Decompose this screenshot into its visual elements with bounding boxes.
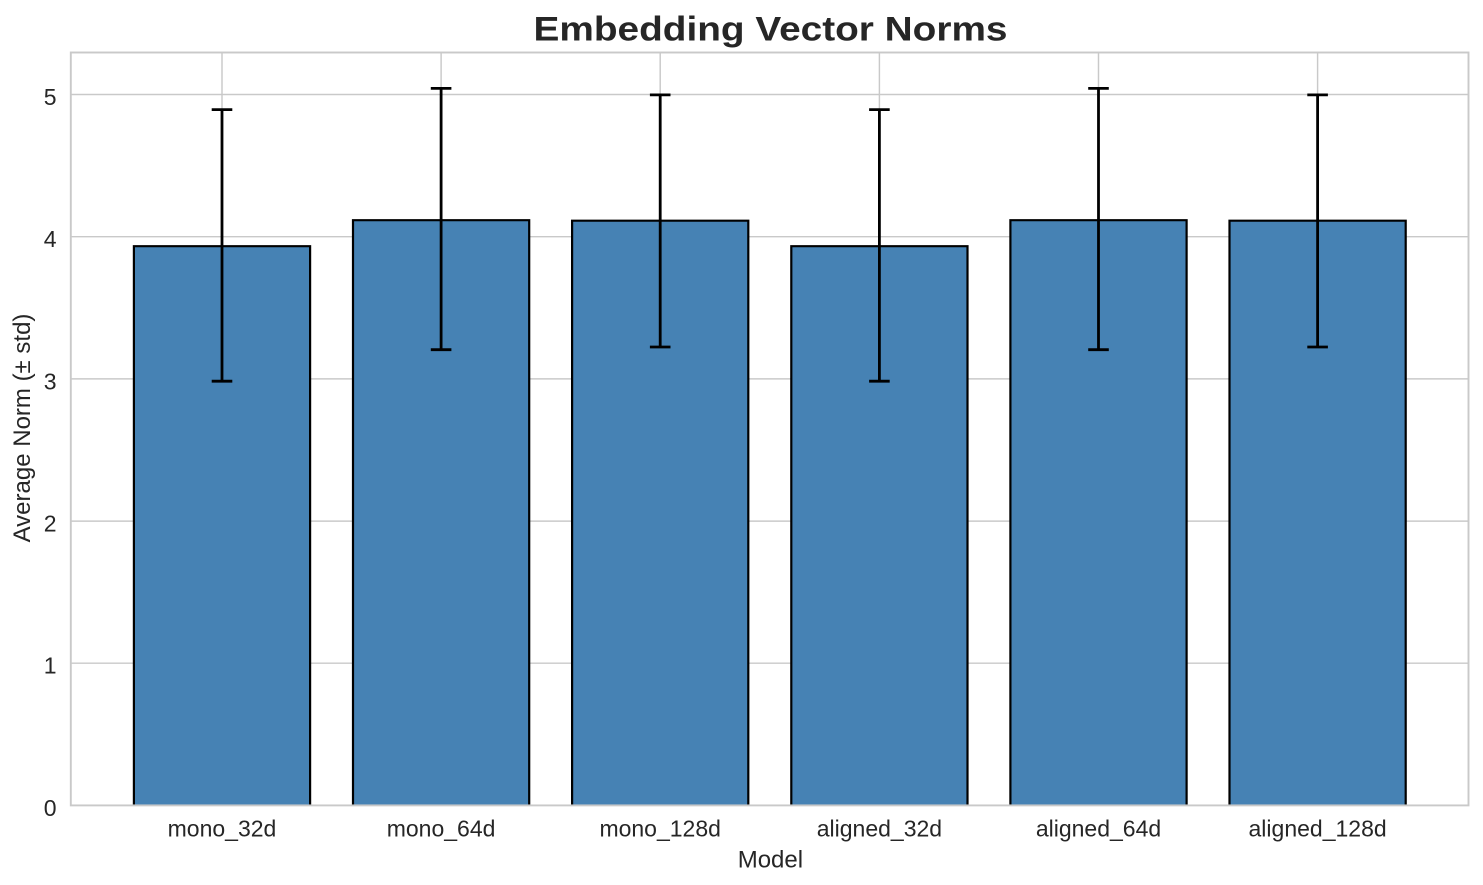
svg-text:aligned_64d: aligned_64d: [1036, 816, 1161, 842]
svg-text:0: 0: [44, 795, 57, 821]
svg-text:4: 4: [44, 226, 57, 252]
svg-text:aligned_128d: aligned_128d: [1249, 816, 1387, 842]
svg-text:aligned_32d: aligned_32d: [817, 816, 942, 842]
svg-text:5: 5: [44, 84, 57, 110]
svg-text:Average Norm (± std): Average Norm (± std): [9, 314, 36, 543]
svg-text:1: 1: [44, 653, 57, 679]
svg-text:mono_128d: mono_128d: [599, 816, 721, 842]
svg-text:Embedding Vector Norms: Embedding Vector Norms: [534, 10, 1008, 48]
svg-text:mono_32d: mono_32d: [168, 816, 277, 842]
svg-text:mono_64d: mono_64d: [387, 816, 496, 842]
svg-text:Model: Model: [738, 847, 803, 874]
svg-text:3: 3: [44, 368, 57, 394]
svg-text:2: 2: [44, 511, 57, 537]
